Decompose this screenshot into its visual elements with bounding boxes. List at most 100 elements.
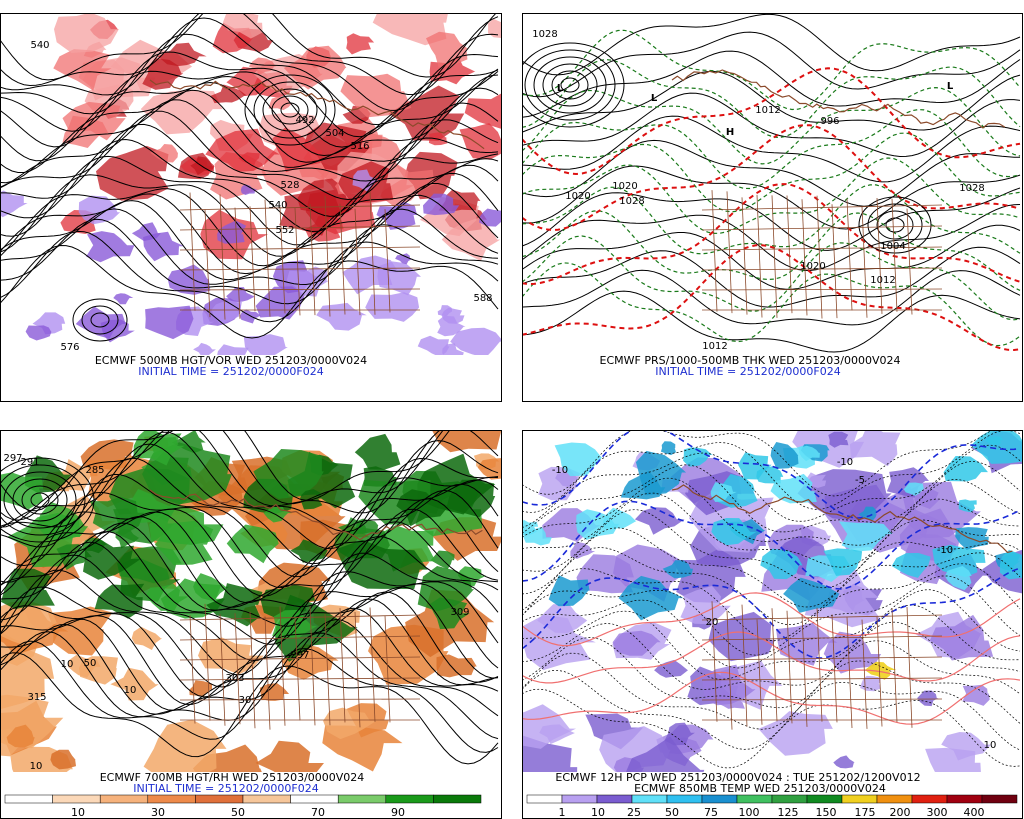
contour-label: -5	[855, 475, 865, 486]
shaded-area	[388, 85, 465, 141]
state-border	[179, 677, 421, 681]
state-border	[294, 208, 301, 316]
state-border	[354, 208, 361, 316]
contour	[523, 165, 1021, 230]
contour	[1, 431, 499, 528]
shaded-area	[96, 145, 169, 201]
contour	[1, 70, 499, 148]
shaded-area	[437, 315, 466, 337]
contour-label: 1028	[619, 196, 644, 207]
initial-time: INITIAL TIME = 251202/0000F024	[133, 782, 318, 795]
state-border	[891, 198, 898, 312]
state-border	[846, 617, 853, 729]
shaded-area	[917, 690, 939, 707]
shaded-area	[283, 45, 347, 90]
contour	[1, 14, 496, 81]
contour	[523, 14, 1021, 76]
contour	[90, 312, 110, 328]
contour	[1, 87, 499, 184]
contour	[523, 431, 1021, 513]
shaded-area	[255, 740, 324, 772]
colorbar-label: 10	[591, 806, 605, 819]
state-border	[234, 207, 241, 319]
state-border	[701, 246, 943, 251]
contour	[1, 230, 499, 323]
contour-label: 315	[27, 692, 46, 703]
shaded-area	[1, 648, 55, 709]
shaded-area	[479, 208, 501, 227]
colorbar-swatch	[385, 794, 434, 804]
shaded-area	[222, 14, 263, 39]
shaded-area	[154, 520, 214, 565]
contour	[523, 58, 1021, 139]
contour	[523, 132, 1021, 213]
shaded-area	[340, 73, 412, 118]
shaded-area	[365, 292, 420, 322]
contour	[1, 431, 450, 512]
contour	[523, 477, 1021, 546]
colorbar-label: 50	[231, 806, 245, 819]
shaded-area	[113, 293, 134, 305]
contour	[523, 235, 1021, 321]
contour	[1, 164, 499, 257]
contour	[72, 298, 128, 342]
shaded-area	[804, 566, 881, 628]
contour	[1, 51, 499, 138]
state-border	[354, 611, 361, 728]
shaded-area	[680, 585, 731, 625]
state-border	[861, 206, 868, 318]
shaded-area	[198, 637, 264, 675]
colorbar-swatch	[433, 794, 482, 804]
state-border	[701, 635, 943, 641]
shaded-area	[346, 33, 375, 55]
contour-label: 996	[820, 116, 839, 127]
shaded-area	[932, 544, 986, 578]
contour-label: 309	[450, 607, 469, 618]
shaded-area	[131, 222, 161, 241]
shaded-area	[6, 724, 35, 748]
contour-label: 291	[20, 457, 39, 468]
state-border	[179, 288, 421, 291]
state-border	[756, 619, 763, 725]
contour	[1, 457, 95, 543]
colorbar-swatch	[876, 794, 913, 804]
shaded-area	[576, 509, 619, 540]
shaded-area	[243, 334, 288, 355]
contour-label: 516	[350, 141, 369, 152]
contour	[523, 31, 1021, 98]
shaded-area	[217, 344, 249, 355]
colorbar-label: 125	[778, 806, 799, 819]
contour-label: 303	[225, 673, 244, 684]
colorbar-swatch	[337, 794, 387, 804]
contour-label: 30	[239, 695, 252, 706]
contour	[1, 431, 444, 521]
coastline	[671, 69, 1006, 129]
shaded-area	[140, 89, 223, 135]
state-border	[179, 267, 421, 271]
shaded-area	[488, 18, 501, 39]
shaded-area	[335, 539, 428, 589]
shaded-area	[1, 472, 44, 510]
state-border	[701, 677, 943, 681]
shaded-area	[78, 195, 121, 225]
colorbar-swatch	[806, 794, 843, 804]
state-border	[339, 608, 346, 723]
contour	[1, 138, 499, 233]
state-border	[234, 613, 241, 725]
contour	[523, 50, 1021, 118]
state-border	[816, 195, 823, 319]
state-border	[861, 619, 868, 729]
shaded-area	[548, 575, 590, 607]
colorbar-swatch	[736, 794, 773, 804]
shaded-area	[54, 14, 119, 53]
contour	[1, 172, 499, 267]
shaded-area	[376, 201, 417, 230]
shaded-area	[68, 654, 101, 678]
contour	[1, 208, 499, 286]
colorbar-swatch	[4, 794, 53, 804]
contour	[523, 688, 1021, 769]
contour-label: L	[947, 81, 954, 92]
state-border	[756, 194, 763, 318]
state-border	[339, 203, 346, 315]
